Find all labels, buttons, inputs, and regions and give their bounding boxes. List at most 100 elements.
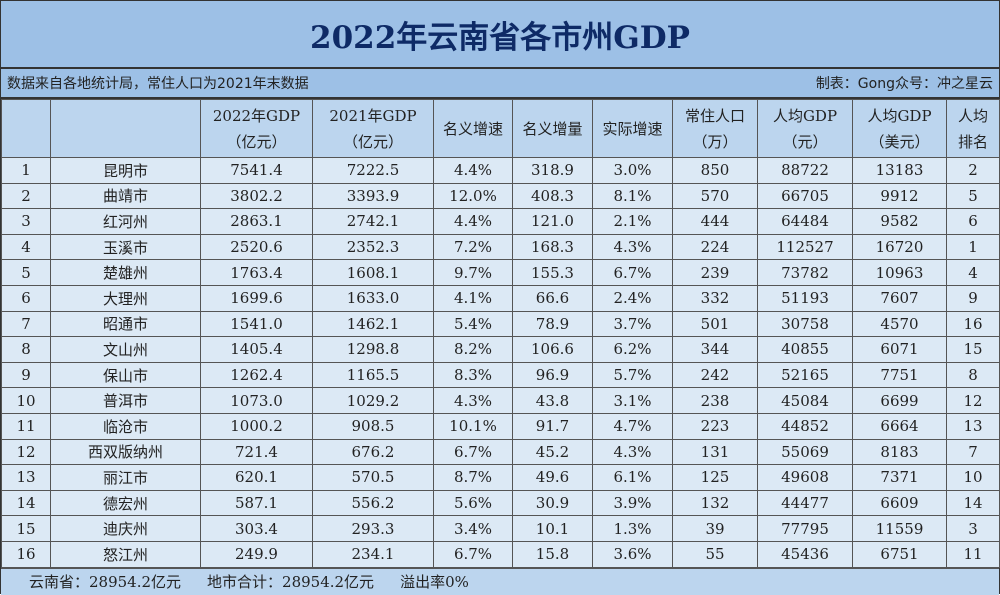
- cell-per-capita-rank: 4: [946, 259, 1000, 286]
- header-per-capita-rank: 人均 排名: [946, 99, 1000, 158]
- cell-population: 344: [672, 336, 758, 363]
- cell-gdp-2022: 7541.4: [200, 157, 313, 184]
- cell-gdp-2021: 1608.1: [312, 259, 434, 286]
- table-row: 10 普洱市 1073.0 1029.2 4.3% 43.8 3.1% 238 45084 669…: [1, 387, 1000, 414]
- cell-gdp-2021: 1633.0: [312, 284, 434, 312]
- cell-nominal-increase: 66.6: [512, 284, 593, 312]
- cell-nominal-growth: 8.2%: [433, 336, 513, 363]
- cell-city: 玉溪市: [50, 233, 201, 261]
- table-row: 5 楚雄州 1763.4 1608.1 9.7% 155.3 6.7% 239 73782 109…: [1, 259, 1000, 286]
- cell-gdp-2021: 1298.8: [312, 336, 434, 363]
- cell-per-capita-rank: 3: [946, 515, 1000, 542]
- cell-nominal-increase: 49.6: [512, 464, 593, 491]
- cell-per-capita-cny: 30758: [757, 310, 853, 338]
- cell-gdp-2021: 1029.2: [312, 387, 434, 414]
- header-population: 常住人口 （万）: [672, 99, 758, 158]
- cell-per-capita-rank: 12: [946, 387, 1000, 414]
- cell-real-growth: 3.0%: [592, 157, 673, 184]
- cell-gdp-2022: 2863.1: [200, 208, 313, 235]
- table-row: 9 保山市 1262.4 1165.5 8.3% 96.9 5.7% 242 52165 7751…: [1, 361, 1000, 389]
- cell-per-capita-cny: 73782: [757, 259, 853, 286]
- cell-population: 850: [672, 157, 758, 184]
- cell-population: 223: [672, 412, 758, 440]
- cell-per-capita-cny: 51193: [757, 284, 853, 312]
- cell-gdp-2022: 1262.4: [200, 361, 313, 389]
- header-nominal-growth-line1: 名义增速: [442, 119, 503, 138]
- cell-real-growth: 3.1%: [592, 387, 673, 414]
- cell-per-capita-usd: 6071: [852, 336, 947, 363]
- header-gdp-2022-line2: （亿元）: [226, 132, 287, 151]
- cell-per-capita-usd: 11559: [852, 515, 947, 542]
- province-total: 云南省：28954.2亿元: [29, 573, 182, 591]
- cell-gdp-2022: 1699.6: [200, 284, 313, 312]
- header-per-capita-cny-line2: （元）: [782, 132, 828, 151]
- cell-nominal-growth: 8.3%: [433, 361, 513, 389]
- cell-city: 丽江市: [50, 464, 201, 491]
- cell-per-capita-usd: 10963: [852, 259, 947, 286]
- header-gdp-2021: 2021年GDP （亿元）: [312, 99, 434, 158]
- cell-real-growth: 3.7%: [592, 310, 673, 338]
- cell-per-capita-rank: 8: [946, 361, 1000, 389]
- cell-per-capita-usd: 16720: [852, 233, 947, 261]
- header-gdp-2022: 2022年GDP （亿元）: [200, 99, 313, 158]
- cell-rank: 3: [1, 208, 51, 235]
- table-row: 12 西双版纳州 721.4 676.2 6.7% 45.2 4.3% 131 55069 818…: [1, 438, 1000, 466]
- cell-gdp-2021: 570.5: [312, 464, 434, 491]
- cell-real-growth: 6.1%: [592, 464, 673, 491]
- cell-real-growth: 3.9%: [592, 489, 673, 517]
- cell-city: 迪庆州: [50, 515, 201, 542]
- cell-gdp-2021: 234.1: [312, 540, 434, 568]
- cell-per-capita-rank: 9: [946, 284, 1000, 312]
- table-row: 14 德宏州 587.1 556.2 5.6% 30.9 3.9% 132 44477 6609 1…: [1, 489, 1000, 517]
- cell-gdp-2022: 3802.2: [200, 182, 313, 210]
- gdp-table: 2022年GDP （亿元） 2021年GDP （亿元） 名义增速 名义增量 实际增速 常住人口…: [1, 99, 1000, 568]
- cell-nominal-growth: 7.2%: [433, 233, 513, 261]
- cell-gdp-2021: 556.2: [312, 489, 434, 517]
- cell-per-capita-cny: 44852: [757, 412, 853, 440]
- table-row: 16 怒江州 249.9 234.1 6.7% 15.8 3.6% 55 45436 6751 11: [1, 540, 1000, 568]
- cell-gdp-2021: 908.5: [312, 412, 434, 440]
- header-rank: [1, 99, 51, 158]
- cell-per-capita-usd: 8183: [852, 438, 947, 466]
- cell-per-capita-rank: 1: [946, 233, 1000, 261]
- cell-rank: 13: [1, 464, 51, 491]
- cell-gdp-2021: 2742.1: [312, 208, 434, 235]
- cell-per-capita-rank: 5: [946, 182, 1000, 210]
- cell-per-capita-usd: 9582: [852, 208, 947, 235]
- cell-gdp-2021: 3393.9: [312, 182, 434, 210]
- cell-city: 保山市: [50, 361, 201, 389]
- cell-gdp-2022: 1763.4: [200, 259, 313, 286]
- cell-nominal-increase: 15.8: [512, 540, 593, 568]
- summary-footer: 云南省：28954.2亿元 地市合计：28954.2亿元 溢出率0%: [1, 567, 999, 595]
- cell-rank: 8: [1, 336, 51, 363]
- table-row: 7 昭通市 1541.0 1462.1 5.4% 78.9 3.7% 501 30758 4570…: [1, 310, 1000, 338]
- cell-real-growth: 4.3%: [592, 233, 673, 261]
- cell-rank: 6: [1, 284, 51, 312]
- cell-nominal-increase: 408.3: [512, 182, 593, 210]
- author-note: 制表：Gong众号：冲之星云: [815, 76, 993, 92]
- page-title: 2022年云南省各市州GDP: [1, 1, 999, 69]
- cell-nominal-increase: 30.9: [512, 489, 593, 517]
- cell-population: 242: [672, 361, 758, 389]
- header-per-capita-usd-line1: 人均GDP: [867, 106, 932, 125]
- cell-per-capita-rank: 13: [946, 412, 1000, 440]
- cell-real-growth: 4.7%: [592, 412, 673, 440]
- cell-city: 红河州: [50, 208, 201, 235]
- cell-rank: 4: [1, 233, 51, 261]
- cell-per-capita-cny: 45436: [757, 540, 853, 568]
- cell-nominal-growth: 6.7%: [433, 438, 513, 466]
- cell-nominal-growth: 5.4%: [433, 310, 513, 338]
- table-row: 8 文山州 1405.4 1298.8 8.2% 106.6 6.2% 344 40855 607…: [1, 336, 1000, 363]
- cell-city: 文山州: [50, 336, 201, 363]
- table-row: 4 玉溪市 2520.6 2352.3 7.2% 168.3 4.3% 224 112527 16…: [1, 233, 1000, 261]
- cell-nominal-increase: 318.9: [512, 157, 593, 184]
- cell-gdp-2021: 676.2: [312, 438, 434, 466]
- cell-per-capita-rank: 7: [946, 438, 1000, 466]
- header-population-line1: 常住人口: [684, 106, 745, 125]
- cell-per-capita-cny: 66705: [757, 182, 853, 210]
- cell-population: 132: [672, 489, 758, 517]
- cell-nominal-growth: 6.7%: [433, 540, 513, 568]
- cell-real-growth: 5.7%: [592, 361, 673, 389]
- cell-nominal-increase: 43.8: [512, 387, 593, 414]
- cell-per-capita-rank: 11: [946, 540, 1000, 568]
